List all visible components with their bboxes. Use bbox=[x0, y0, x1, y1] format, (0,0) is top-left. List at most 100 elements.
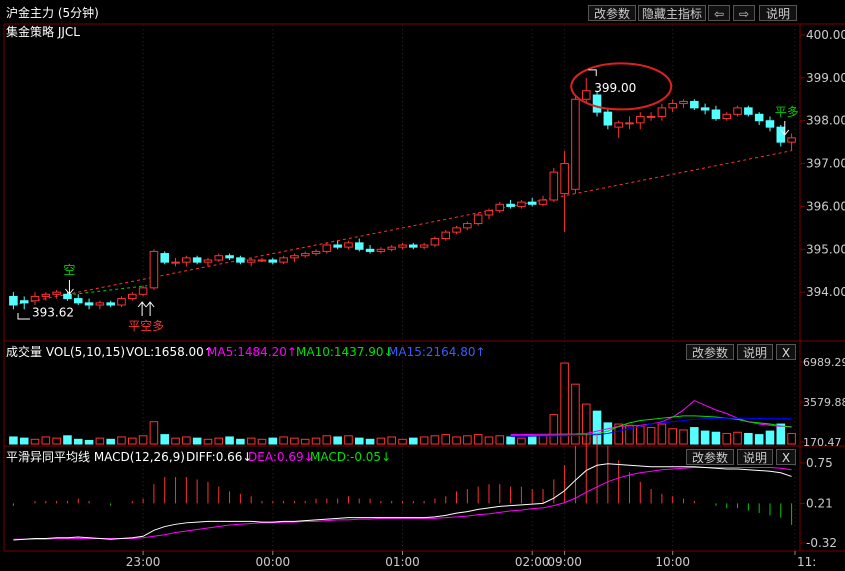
candle bbox=[581, 90, 591, 100]
macd-value: MACD:-0.05↓ bbox=[310, 450, 392, 464]
volume-bar bbox=[441, 434, 451, 445]
trend-line bbox=[13, 150, 792, 306]
volume-bar bbox=[300, 438, 310, 445]
candle bbox=[138, 287, 148, 295]
candle bbox=[614, 122, 623, 128]
low-price-label: 393.62 bbox=[32, 305, 74, 319]
sell-signal-label: 空 bbox=[63, 263, 75, 277]
candle bbox=[117, 298, 126, 306]
volume-bar bbox=[160, 434, 170, 445]
candle bbox=[63, 293, 72, 300]
next-arrow-icon[interactable]: ⇨ bbox=[733, 5, 755, 21]
candle bbox=[452, 227, 461, 233]
volume-edit-params-button[interactable]: 改参数 bbox=[686, 344, 734, 360]
candle bbox=[203, 259, 213, 263]
volume-bar bbox=[311, 437, 321, 445]
volume-bar bbox=[9, 436, 18, 445]
macd-y-tick-label: 0.75 bbox=[806, 456, 833, 470]
candle bbox=[365, 248, 375, 252]
candle bbox=[473, 214, 483, 225]
volume-bar bbox=[322, 435, 332, 445]
volume-bar bbox=[84, 439, 94, 445]
candle bbox=[603, 111, 613, 126]
volume-bar bbox=[527, 436, 537, 445]
candle bbox=[290, 255, 299, 259]
hide-indicator-button[interactable]: 隐藏主指标 bbox=[638, 5, 706, 21]
high-marker bbox=[588, 69, 597, 76]
volume-bar bbox=[398, 438, 407, 445]
candle bbox=[592, 94, 602, 113]
candle bbox=[182, 257, 191, 263]
down-arrow-icon bbox=[65, 280, 74, 295]
volume-close-icon[interactable]: X bbox=[776, 344, 796, 360]
volume-help-button[interactable]: 说明 bbox=[737, 344, 773, 360]
volume-ma15: MA15:2164.80↑ bbox=[388, 345, 486, 359]
candle bbox=[236, 257, 245, 263]
volume-bar bbox=[754, 434, 764, 445]
volume-bar bbox=[268, 437, 278, 445]
candle bbox=[354, 242, 364, 250]
volume-bar bbox=[657, 423, 667, 445]
candle bbox=[300, 253, 310, 257]
prev-arrow-icon[interactable]: ⇦ bbox=[708, 5, 730, 21]
volume-bar bbox=[41, 436, 51, 445]
candle bbox=[430, 238, 440, 246]
strategy-label: 集金策略 JJCL bbox=[6, 25, 80, 39]
candle bbox=[700, 107, 710, 111]
macd-y-tick-label: 0.21 bbox=[806, 496, 833, 510]
volume-bar bbox=[625, 424, 634, 445]
candle bbox=[668, 103, 677, 109]
price-y-tick-label: 400.00 bbox=[806, 28, 845, 42]
volume-bar bbox=[787, 432, 796, 445]
candle bbox=[73, 298, 83, 304]
candle bbox=[646, 115, 656, 118]
edit-params-button[interactable]: 改参数 bbox=[588, 5, 636, 21]
candle bbox=[571, 98, 580, 190]
x-tick-label: 23:00 bbox=[126, 555, 161, 569]
volume-bar bbox=[711, 431, 721, 445]
candle bbox=[506, 203, 515, 207]
candle bbox=[41, 293, 51, 297]
volume-bar bbox=[571, 383, 580, 445]
volume-bar bbox=[149, 421, 159, 445]
candle bbox=[387, 246, 396, 250]
volume-bar bbox=[354, 437, 364, 445]
candle bbox=[538, 199, 548, 205]
candle bbox=[376, 248, 386, 252]
help-button[interactable]: 说明 bbox=[759, 5, 797, 21]
high-price-label: 399.00 bbox=[594, 81, 636, 95]
diff-line bbox=[13, 463, 792, 541]
candle bbox=[711, 109, 721, 120]
volume-bar bbox=[452, 436, 461, 445]
close-short-open-long-label: 平空多 bbox=[128, 319, 164, 333]
candle bbox=[441, 231, 451, 240]
candle bbox=[722, 113, 732, 120]
candle bbox=[549, 171, 559, 201]
candle bbox=[787, 137, 796, 143]
macd-help-button[interactable]: 说明 bbox=[737, 449, 773, 465]
volume-bar bbox=[646, 427, 656, 445]
x-tick-label: 00:00 bbox=[256, 555, 291, 569]
candle bbox=[398, 244, 407, 248]
candle bbox=[657, 107, 667, 117]
volume-bar bbox=[52, 437, 61, 445]
volume-bar bbox=[95, 437, 105, 445]
x-tick-label: 02:00 bbox=[515, 555, 550, 569]
candle bbox=[128, 293, 137, 300]
candle bbox=[95, 302, 105, 306]
macd-header: 平滑异同平均线 MACD(12,26,9) DIFF:0.66↓ DEA:0.6… bbox=[0, 448, 845, 468]
volume-bar bbox=[214, 437, 224, 445]
macd-edit-params-button[interactable]: 改参数 bbox=[686, 449, 734, 465]
volume-y-tick-label: 170.47 bbox=[803, 436, 842, 449]
price-y-tick-label: 395.00 bbox=[806, 242, 845, 256]
volume-bar bbox=[387, 436, 396, 445]
candle bbox=[19, 300, 29, 304]
price-y-tick-label: 394.00 bbox=[806, 285, 845, 299]
candle bbox=[517, 201, 526, 207]
header-bar: 沪金主力 (5分钟) 改参数 隐藏主指标 ⇦ ⇨ 说明 bbox=[0, 4, 845, 24]
volume-bar bbox=[744, 432, 753, 445]
volume-bar bbox=[419, 436, 429, 445]
volume-bar bbox=[290, 437, 299, 445]
